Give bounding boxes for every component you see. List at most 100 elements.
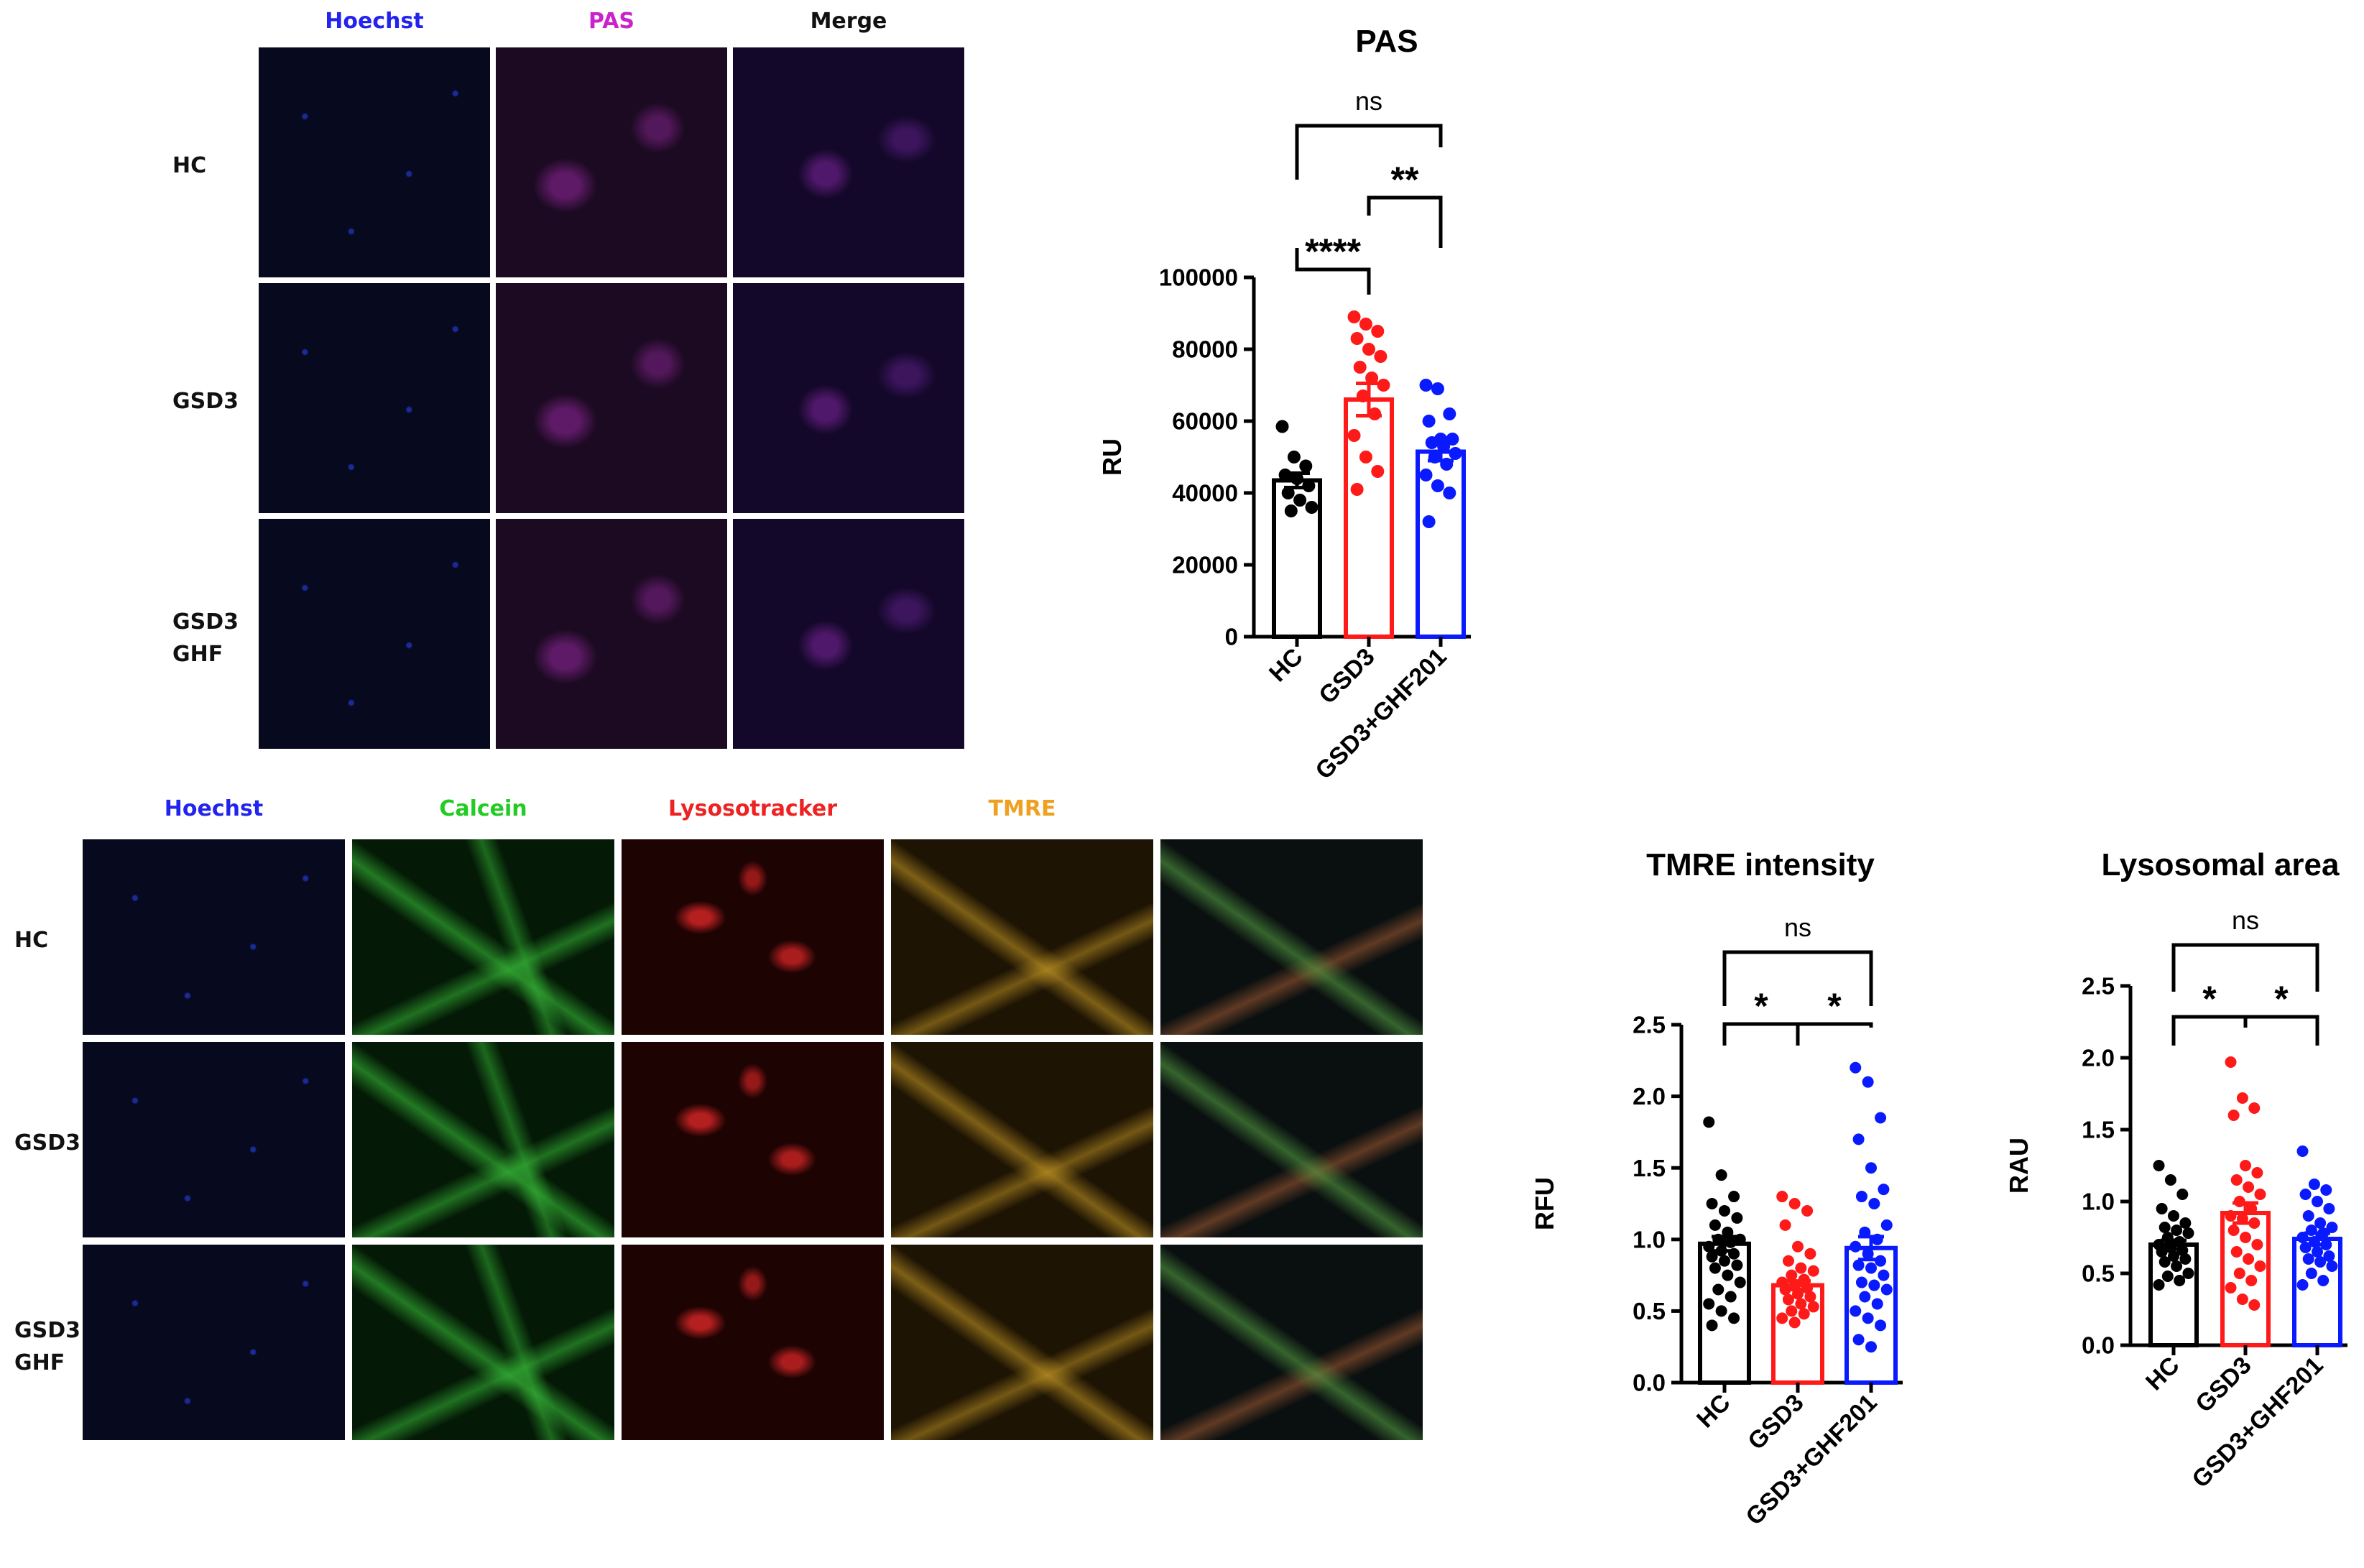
data-point: [2171, 1225, 2183, 1236]
bottom-row-label: GSD3: [14, 1130, 81, 1156]
data-point: [1852, 1334, 1865, 1346]
data-point: [1852, 1259, 1865, 1271]
data-point: [1287, 451, 1301, 464]
data-point: [1852, 1133, 1865, 1145]
significance-bracket: [1722, 1022, 1800, 1046]
top-micrograph-tile: [733, 283, 964, 513]
data-point: [1353, 361, 1367, 374]
y-tick-label: 60000: [1172, 408, 1238, 435]
data-point: [1868, 1198, 1880, 1209]
data-point: [2227, 1225, 2240, 1236]
data-point: [1706, 1250, 1718, 1263]
data-point: [1776, 1191, 1788, 1203]
y-tick-label: 80000: [1172, 336, 1238, 363]
data-point: [1804, 1291, 1816, 1303]
data-point: [1359, 318, 1372, 331]
data-point: [1871, 1298, 1883, 1310]
bottom-column-header: TMRE: [988, 796, 1056, 821]
y-tick-label: 100000: [1159, 264, 1238, 291]
significance-label: ns: [1355, 86, 1382, 116]
data-point: [2245, 1203, 2258, 1214]
data-point: [1275, 420, 1289, 433]
bottom-micrograph-tile: [622, 839, 884, 1035]
data-point: [1374, 350, 1388, 363]
data-point: [1804, 1248, 1816, 1260]
chart-title: PAS: [1355, 24, 1418, 59]
significance-label: *: [1754, 986, 1768, 1026]
top-micrograph-tile: [259, 283, 490, 513]
data-point: [2225, 1210, 2237, 1222]
data-point: [1724, 1236, 1737, 1248]
significance-bracket: [1295, 124, 1443, 180]
bottom-micrograph-tile: [1160, 839, 1423, 1035]
data-point: [1779, 1219, 1791, 1231]
data-point: [1293, 494, 1307, 507]
data-point: [2171, 1260, 2183, 1272]
top-micrograph-tile: [496, 47, 727, 277]
data-point: [2182, 1268, 2194, 1279]
data-point: [2225, 1282, 2237, 1293]
data-point: [1798, 1308, 1810, 1320]
data-point: [2248, 1299, 2261, 1311]
data-point: [2182, 1227, 2194, 1239]
data-point: [1719, 1204, 1730, 1217]
data-point: [1419, 469, 1433, 481]
data-point: [1365, 372, 1379, 384]
data-point: [2225, 1056, 2237, 1068]
data-point: [1850, 1061, 1862, 1074]
data-point: [1855, 1276, 1867, 1288]
data-point: [1776, 1312, 1788, 1324]
significance-bracket: [2171, 1015, 2248, 1046]
bottom-column-header: Calcein: [439, 796, 527, 821]
data-point: [1880, 1219, 1893, 1231]
data-point: [2314, 1217, 2327, 1229]
y-tick-label: 1.5: [1633, 1155, 1666, 1181]
data-point: [2308, 1179, 2320, 1190]
data-point: [2233, 1268, 2245, 1279]
data-point: [1734, 1276, 1746, 1288]
data-point: [1305, 501, 1319, 514]
y-tick-label: 2.5: [2082, 973, 2115, 1000]
data-point: [1281, 486, 1295, 499]
pas-bar-chart: PAS 0 20000 40000 60000 80000 100000 RU HC GSD3GS…: [1097, 24, 1471, 785]
y-tick-label: 0.0: [1633, 1370, 1666, 1396]
chart-title: Lysosomal area: [2102, 847, 2340, 882]
data-point: [1703, 1116, 1715, 1128]
top-micrograph-tile: [733, 47, 964, 277]
significance-label: *: [2202, 979, 2217, 1019]
data-point: [1299, 459, 1313, 473]
data-point: [2168, 1250, 2179, 1262]
data-point: [1865, 1262, 1877, 1274]
data-point: [1703, 1298, 1715, 1310]
data-point: [1712, 1283, 1724, 1296]
data-point: [1807, 1301, 1819, 1313]
data-point: [2236, 1293, 2248, 1305]
bottom-row-label: HC: [14, 928, 49, 953]
data-point: [1422, 515, 1436, 528]
data-point: [1807, 1265, 1819, 1277]
data-point: [1862, 1312, 1874, 1324]
bottom-column-header: Lysosotracker: [668, 796, 838, 821]
data-point: [1443, 486, 1456, 499]
data-point: [1731, 1212, 1743, 1224]
y-tick-label: 0: [1225, 624, 1238, 650]
data-point: [2245, 1275, 2258, 1286]
data-point: [1878, 1184, 1890, 1196]
data-point: [1731, 1259, 1743, 1271]
lysosomal-area-bar-chart: Lysosomal area 0.0 0.5 1.0 1.5 2.0 2.5 RAU HC GSD…: [2004, 847, 2347, 1493]
data-point: [1859, 1291, 1871, 1303]
top-column-header: Hoechst: [325, 9, 424, 34]
top-row-label: HC: [172, 153, 207, 178]
x-category-label: GSD3: [1742, 1389, 1809, 1455]
x-category-label: HC: [2141, 1352, 2185, 1396]
bottom-micrograph-tile: [891, 839, 1153, 1035]
bottom-column-header: Hoechst: [164, 796, 264, 821]
data-point: [2296, 1145, 2309, 1157]
data-point: [1371, 325, 1385, 338]
data-point: [1715, 1305, 1727, 1317]
significance-bracket: [2243, 1015, 2319, 1046]
significance-bracket: [1367, 195, 1443, 248]
data-point: [1795, 1262, 1807, 1274]
data-point: [2227, 1110, 2240, 1121]
data-point: [2161, 1270, 2174, 1282]
